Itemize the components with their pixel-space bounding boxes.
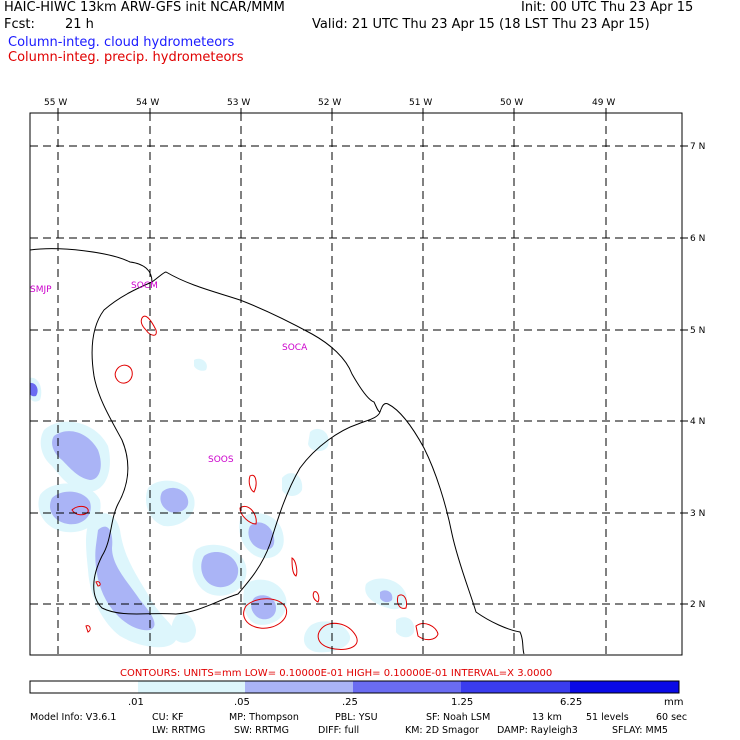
lon-label-55w: 55 W [44,98,67,108]
precip-contours [71,315,439,650]
lon-label-54w: 54 W [136,98,159,108]
time-step: 60 sec [656,712,688,723]
colorbar-bin-6 [570,681,679,693]
microphysics-scheme: MP: Thompson [229,712,299,723]
colorbar-label-0.05: .05 [234,697,250,708]
coastlines [29,248,525,655]
cumulus-scheme: CU: KF [152,712,184,723]
station-socm: SOCM [131,281,158,291]
shortwave-scheme: SW: RRTMG [234,725,289,736]
colorbar-label-0.01: .01 [128,697,144,708]
lat-label-2n: 2 N [690,600,705,610]
colorbar-bin-5 [461,681,570,693]
lat-label-6n: 6 N [690,234,705,244]
model-version: Model Info: V3.6.1 [30,712,117,723]
grid-spacing: 13 km [532,712,562,723]
lon-label-49w: 49 W [592,98,615,108]
lat-label-3n: 3 N [690,509,705,519]
pbl-scheme: PBL: YSU [335,712,378,723]
contours-info: CONTOURS: UNITS=mm LOW= 0.10000E-01 HIGH… [120,668,553,679]
title-left: HAIC-HIWC 13km ARW-GFS init NCAR/MMM [4,0,285,15]
colorbar [29,680,680,694]
forecast-hour: 21 h [65,17,94,32]
init-time: Init: 00 UTC Thu 23 Apr 15 [521,0,694,15]
lat-label-7n: 7 N [690,142,705,152]
station-soos: SOOS [208,455,234,465]
valid-time: Valid: 21 UTC Thu 23 Apr 15 (18 LST Thu … [312,17,650,32]
colorbar-unit: mm [664,697,684,708]
lat-ticks [682,145,688,605]
lat-lon-grid [30,113,682,655]
surface-layer-option: SFLAY: MM5 [612,725,668,736]
lon-ticks [57,108,607,113]
vertical-levels: 51 levels [586,712,629,723]
diffusion-option: DIFF: full [318,725,360,736]
cloud-shading [30,358,415,653]
lon-label-52w: 52 W [318,98,341,108]
lat-label-4n: 4 N [690,417,705,427]
colorbar-bin-3 [245,681,353,693]
lat-label-5n: 5 N [690,326,705,336]
field-cloud-title: Column-integ. cloud hydrometeors [8,35,235,50]
colorbar-bin-2 [138,681,245,693]
lon-label-53w: 53 W [227,98,250,108]
forecast-label: Fcst: [4,17,35,32]
colorbar-label-1.25: 1.25 [451,697,474,708]
damping-option: DAMP: Rayleigh3 [497,725,578,736]
colorbar-label-6.25: 6.25 [560,697,583,708]
longwave-scheme: LW: RRTMG [152,725,206,736]
colorbar-bin-4 [353,681,461,693]
station-smjp: SMJP [30,285,52,295]
surface-scheme: SF: Noah LSM [426,712,491,723]
colorbar-label-0.25: .25 [342,697,358,708]
station-soca: SOCA [282,343,308,353]
map-frame [29,112,683,656]
lon-label-50w: 50 W [500,98,523,108]
km-option: KM: 2D Smagor [405,725,479,736]
lon-label-51w: 51 W [409,98,432,108]
colorbar-bin-1 [30,681,138,693]
field-precip-title: Column-integ. precip. hydrometeors [8,50,244,65]
